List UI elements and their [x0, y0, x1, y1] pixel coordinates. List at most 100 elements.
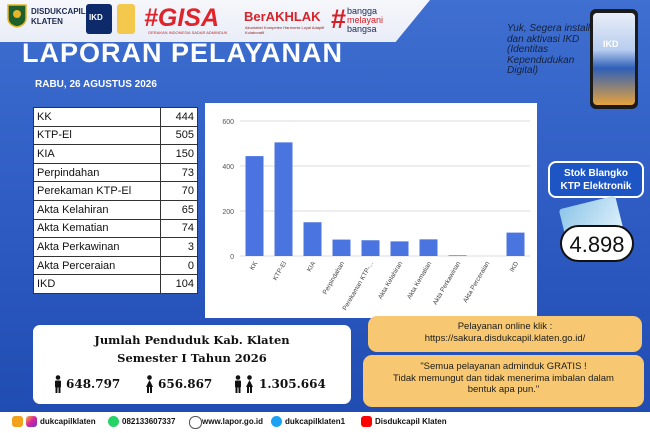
- bangga-line2: melayani: [347, 15, 384, 25]
- gisa-subtitle: GERAKAN INDONESIA SADAR ADMINDUK: [148, 30, 228, 35]
- klaten-logo: [7, 4, 27, 28]
- services-chart-svg: 0 200 400 600 KK KTP-El KIA PerpindahanPerekama…: [222, 119, 530, 312]
- table-row: Akta Kelahiran 65: [33, 199, 198, 220]
- total-population-icon: [235, 375, 253, 393]
- instagram-handle[interactable]: dukcapilklaten: [40, 417, 96, 426]
- globe-icon: [189, 416, 202, 429]
- free-notice-line1: "Semua pelayanan adminduk GRATIS !: [420, 361, 587, 372]
- ikd-phone-image: IKD: [590, 9, 638, 109]
- service-count: 74: [160, 218, 198, 239]
- free-notice-line2: Tidak memungut dan tidak menerima imbala…: [393, 372, 614, 384]
- berakhlak-subtitle: Akuntabel Kompeten Harmonis Loyal Adapti…: [245, 25, 325, 35]
- bangga-line3: bangsa: [347, 24, 377, 34]
- instagram-icon: [26, 416, 37, 427]
- online-service-label: Pelayanan online klik :: [457, 321, 553, 332]
- service-count: 150: [160, 144, 198, 164]
- top-banner: [0, 0, 430, 42]
- male-icon: [55, 375, 61, 393]
- table-row: KK 444: [33, 107, 198, 127]
- org-name-line2: KLATEN: [31, 17, 63, 26]
- service-name: Akta Kematian: [33, 218, 161, 239]
- twitter-icon: [271, 416, 282, 427]
- y-tick-label: 600: [222, 119, 234, 126]
- service-count: 444: [160, 107, 198, 127]
- footer-bar: dukcapilklaten 082133607337 www.lapor.go…: [0, 412, 650, 433]
- summary-title-line1: Jumlah Penduduk Kab. Klaten: [94, 333, 290, 347]
- y-tick-label: 0: [230, 254, 234, 261]
- summary-title-line2: Semester I Tahun 2026: [117, 351, 267, 365]
- service-name: IKD: [33, 274, 161, 294]
- y-tick-label: 400: [222, 164, 234, 171]
- x-tick-label: Perpindahan: [322, 260, 347, 296]
- berakhlak-logo: BerAKHLAK: [244, 9, 321, 24]
- table-row: Akta Perkawinan 3: [33, 237, 198, 257]
- x-tick-label: Perekaman KTP-...: [342, 260, 376, 312]
- service-count: 3: [160, 237, 198, 257]
- youtube-channel[interactable]: Disdukcapil Klaten: [375, 417, 447, 426]
- org-name-line1: DISDUKCAPIL: [31, 7, 86, 16]
- gisa-logo: #GISA: [144, 4, 220, 32]
- x-tick-label: KK: [249, 260, 260, 272]
- org-name: DISDUKCAPIL KLATEN: [31, 7, 86, 27]
- male-count: 648.797: [66, 377, 121, 391]
- table-row: Akta Perceraian 0: [33, 255, 198, 276]
- x-tick-label: Akta Perceraian: [462, 260, 491, 304]
- phone-small-icon: [117, 4, 135, 34]
- service-name: KIA: [33, 144, 161, 164]
- bar-1: [274, 142, 293, 256]
- bar-4: [361, 240, 380, 256]
- stok-blangko-value: 4.898: [560, 225, 634, 262]
- service-count: 65: [160, 199, 198, 220]
- service-name: KTP-El: [33, 125, 161, 146]
- x-tick-label: IKD: [509, 260, 521, 273]
- service-count: 70: [160, 181, 198, 201]
- phone-screen-label: IKD: [603, 39, 619, 49]
- page-title: LAPORAN PELAYANAN: [22, 38, 344, 68]
- bangga-line1: bangga: [347, 6, 378, 16]
- bangga-melayani-logo: bangga melayani bangsa: [347, 7, 383, 34]
- service-count: 73: [160, 162, 198, 183]
- population-summary: Jumlah Penduduk Kab. Klaten Semester I T…: [33, 325, 351, 404]
- bar-2: [303, 222, 322, 256]
- bar-5: [390, 241, 409, 256]
- bar-0: [245, 156, 264, 256]
- table-row: Perpindahan 73: [33, 162, 198, 183]
- service-name: Akta Perceraian: [33, 255, 161, 276]
- x-tick-label: Akta Kematian: [406, 260, 433, 300]
- free-service-notice: "Semua pelayanan adminduk GRATIS ! Tidak…: [363, 355, 644, 407]
- female-icon: [146, 375, 153, 393]
- bar-3: [332, 239, 351, 256]
- stok-label-line2: KTP Elektronik: [560, 181, 632, 192]
- service-name: KK: [33, 107, 161, 127]
- free-notice-line3: bentuk apa pun.": [467, 384, 540, 395]
- x-tick-label: KIA: [306, 260, 318, 273]
- whatsapp-icon: [108, 416, 119, 427]
- twitter-handle[interactable]: dukcapilklaten1: [285, 417, 346, 426]
- online-service-box: Pelayanan online klik : https://sakura.d…: [368, 316, 642, 352]
- report-date: RABU, 26 AGUSTUS 2026: [35, 79, 157, 90]
- whatsapp-number[interactable]: 082133607337: [122, 417, 176, 426]
- service-count: 0: [160, 255, 198, 276]
- ikd-badge-text: IKD: [89, 13, 103, 22]
- x-tick-label: Akta Perkawinan: [432, 260, 463, 306]
- online-service-link[interactable]: https://sakura.disdukcapil.klaten.go.id/: [424, 333, 586, 344]
- table-row: Akta Kematian 74: [33, 218, 198, 239]
- youtube-icon: [361, 416, 372, 427]
- table-row: IKD 104: [33, 274, 198, 294]
- table-row: KIA 150: [33, 144, 198, 164]
- stok-label-line1: Stok Blangko: [564, 168, 628, 179]
- service-name: Akta Kelahiran: [33, 199, 161, 220]
- lapor-website[interactable]: www.lapor.go.id: [202, 417, 264, 426]
- stok-blangko-label: Stok Blangko KTP Elektronik: [548, 161, 644, 198]
- x-tick-label: KTP-El: [272, 260, 289, 282]
- female-count: 656.867: [158, 377, 213, 391]
- service-count: 505: [160, 125, 198, 146]
- total-count: 1.305.664: [259, 377, 326, 391]
- bar-6: [419, 239, 438, 256]
- services-chart: 0 200 400 600 KK KTP-El KIA Perpindahan Perekama…: [205, 103, 537, 318]
- phone-screen: IKD: [593, 13, 635, 105]
- table-row: KTP-El 505: [33, 125, 198, 146]
- y-tick-label: 200: [222, 209, 234, 216]
- x-tick-label: Akta Kelahiran: [377, 260, 404, 300]
- table-row: Perekaman KTP-El 70: [33, 181, 198, 201]
